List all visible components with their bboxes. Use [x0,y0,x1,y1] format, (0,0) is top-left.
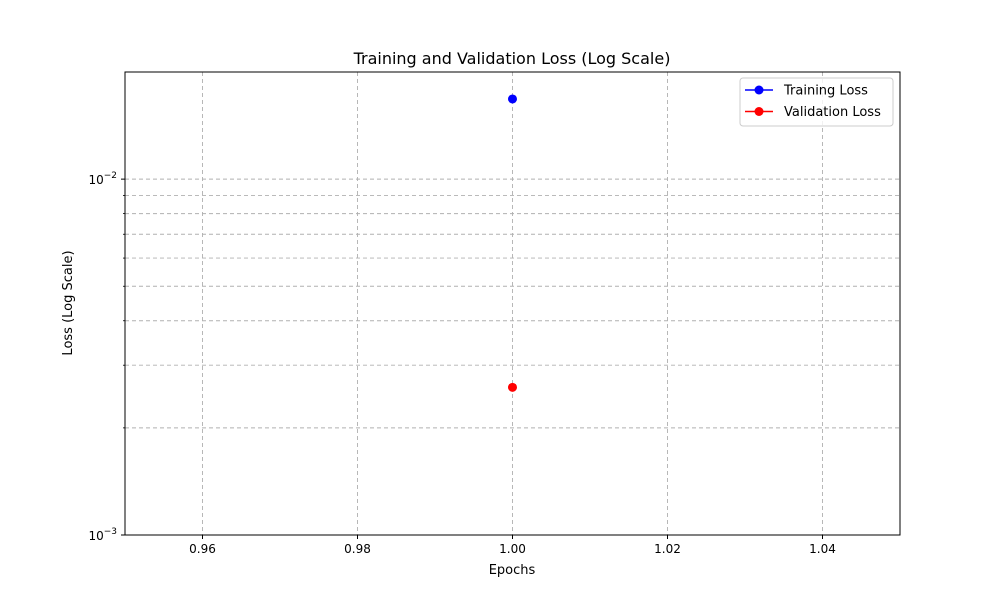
x-tick-label: 1.04 [809,542,836,556]
validation-loss-point [508,382,517,392]
legend-training-loss-label: Training Loss [783,84,868,99]
legend-validation-loss-label: Validation Loss [784,105,881,120]
y-tick-label: 10−2 [88,171,117,187]
x-tick-label: 1.00 [499,542,526,556]
legend-validation-loss-marker [754,107,764,116]
x-axis-label: Epochs [489,563,536,578]
x-tick-label: 0.96 [189,542,216,556]
plot-frame [124,71,901,536]
chart-title: Training and Validation Loss (Log Scale) [353,49,671,68]
axis-ticks: 0.96 0.98 1.00 1.02 1.04 10−3 10−2 [88,171,835,556]
training-loss-point [508,94,517,104]
legend-box [739,77,894,127]
x-tick-label: 1.02 [654,542,681,556]
legend: Training Loss Validation Loss [739,77,894,127]
legend-training-loss-marker [754,85,764,95]
y-tick-label: 10−3 [88,527,117,543]
x-tick-label: 0.98 [344,542,371,556]
y-axis-label: Loss (Log Scale) [61,250,76,355]
grid [125,72,900,535]
series [508,94,517,392]
